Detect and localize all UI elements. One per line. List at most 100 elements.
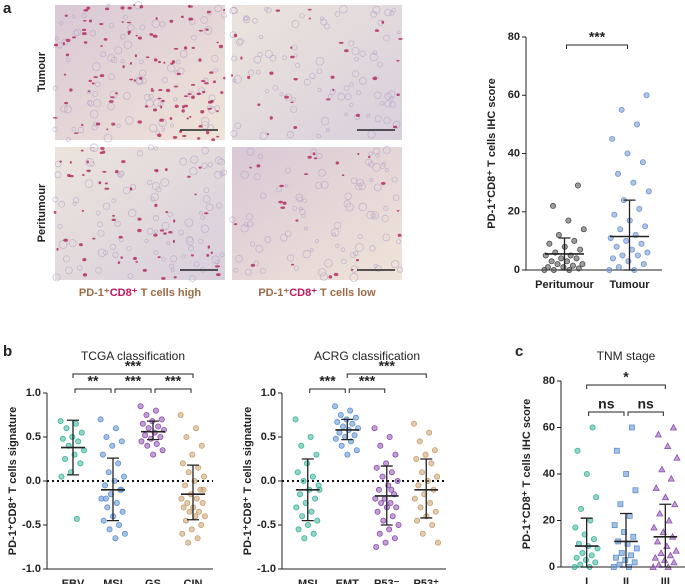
cell — [139, 24, 146, 31]
cell — [213, 67, 219, 73]
cell — [109, 90, 118, 99]
stain — [325, 98, 331, 101]
cell — [320, 18, 327, 26]
point — [580, 226, 587, 233]
cell — [391, 259, 400, 269]
point — [656, 509, 664, 517]
cell — [294, 62, 301, 68]
point — [351, 432, 358, 439]
stain — [190, 254, 194, 257]
y-axis-label: PD-1⁺CD8⁺ T cells signature — [7, 407, 19, 556]
cell — [357, 234, 363, 239]
error-bar — [187, 464, 199, 521]
point — [180, 504, 187, 511]
point — [652, 484, 660, 491]
point — [613, 554, 619, 561]
stain — [142, 268, 147, 272]
cell — [316, 133, 321, 139]
cell — [214, 4, 222, 13]
stain — [396, 209, 400, 212]
point — [615, 264, 622, 271]
stain — [205, 28, 209, 31]
cell — [327, 93, 333, 99]
cell — [344, 93, 352, 101]
point — [62, 455, 69, 462]
point — [347, 407, 354, 414]
stain — [95, 122, 101, 126]
stain — [106, 128, 109, 131]
point — [574, 447, 581, 454]
cell — [200, 224, 210, 234]
cell — [324, 23, 330, 30]
point — [392, 451, 399, 458]
stain — [102, 150, 106, 154]
point — [554, 261, 561, 268]
point — [349, 420, 356, 427]
cell — [198, 87, 206, 95]
cell — [391, 176, 398, 183]
cell — [127, 23, 135, 31]
point — [116, 522, 123, 529]
stain — [157, 256, 161, 259]
point — [593, 494, 600, 501]
stain — [168, 230, 173, 234]
stain — [357, 152, 360, 156]
cell — [243, 16, 248, 21]
point — [58, 473, 65, 480]
stain — [81, 28, 87, 32]
point — [569, 262, 576, 269]
cell — [200, 116, 210, 126]
point — [644, 249, 651, 256]
point — [631, 559, 638, 566]
point — [104, 504, 111, 511]
cell — [383, 34, 390, 42]
point — [97, 416, 104, 423]
stain — [98, 181, 102, 185]
caption-part: PD-1⁺ — [79, 287, 110, 299]
significance: *** — [589, 29, 606, 45]
stain — [82, 19, 87, 22]
stain — [63, 73, 67, 76]
stain — [257, 103, 261, 107]
stain — [207, 107, 213, 110]
point — [77, 460, 84, 467]
stain — [129, 78, 134, 81]
point — [337, 411, 344, 418]
stain — [206, 253, 210, 257]
x-tick-label: Peritumour — [535, 279, 594, 291]
cell — [252, 17, 258, 24]
cell — [54, 171, 62, 179]
cell — [214, 170, 222, 179]
cell — [122, 186, 131, 195]
cell — [77, 126, 85, 134]
cell — [54, 36, 59, 41]
cell — [160, 178, 170, 187]
cell — [216, 202, 223, 209]
cell — [144, 238, 149, 243]
stain — [172, 239, 176, 243]
point — [665, 516, 673, 524]
stain — [182, 134, 187, 138]
point — [382, 539, 389, 546]
point — [609, 255, 616, 262]
cell — [198, 238, 204, 245]
y-tick-label: 60 — [508, 89, 520, 101]
cell — [330, 228, 340, 237]
point — [102, 495, 109, 502]
cell — [355, 90, 362, 96]
point — [386, 433, 393, 440]
y-tick-label: 60 — [543, 421, 555, 433]
cell — [139, 59, 144, 65]
cell — [103, 133, 113, 143]
point — [613, 243, 620, 250]
cell — [169, 263, 175, 269]
stain — [202, 90, 206, 94]
cell — [243, 222, 249, 228]
stain — [186, 117, 189, 120]
stain — [207, 245, 211, 249]
point — [393, 504, 400, 511]
point — [198, 442, 205, 449]
cell — [383, 116, 391, 125]
stain — [158, 88, 163, 92]
stain — [64, 14, 68, 17]
